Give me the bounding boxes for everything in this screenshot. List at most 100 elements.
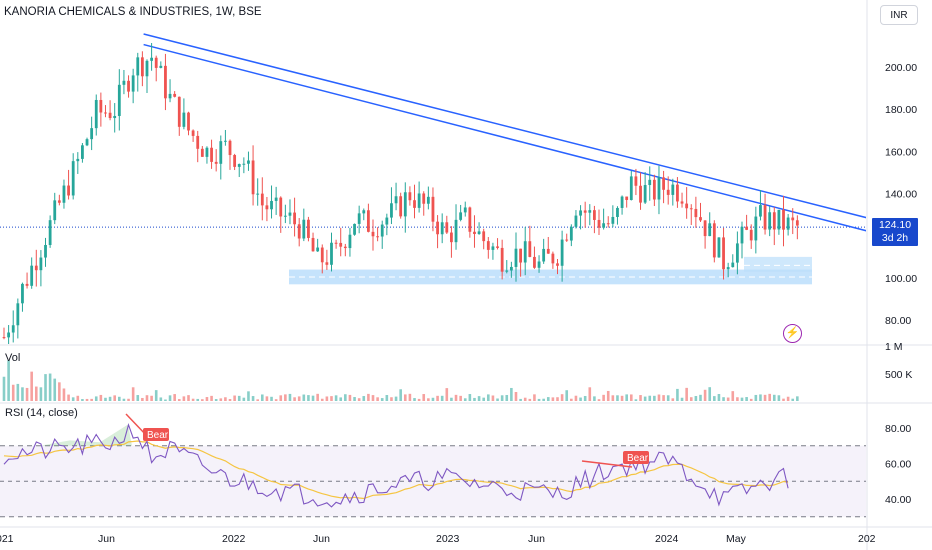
lightning-icon[interactable]: ⚡ <box>783 324 802 343</box>
candle-body <box>505 270 509 272</box>
volume-bar <box>643 396 647 401</box>
volume-bar <box>2 376 6 401</box>
candle-body <box>154 57 158 68</box>
candle-body <box>523 241 527 263</box>
volume-bar <box>777 395 781 401</box>
volume-bar <box>403 394 407 401</box>
candle-body <box>745 226 749 230</box>
volume-bar <box>224 397 227 401</box>
candle-body <box>533 256 536 268</box>
volume-bar <box>353 397 356 401</box>
candle-body <box>67 185 70 196</box>
bar-countdown: 3d 2h <box>881 231 909 244</box>
volume-bar <box>76 395 80 401</box>
candle-body <box>426 196 430 204</box>
candle-body <box>759 205 762 217</box>
volume-bar <box>685 387 688 401</box>
volume-bar <box>611 395 615 401</box>
candle-body <box>357 213 361 224</box>
volume-bar <box>177 399 181 401</box>
volume-bar <box>666 395 670 401</box>
candle-body <box>583 210 587 213</box>
volume-bar <box>606 390 610 401</box>
volume-bar <box>763 394 767 401</box>
candle-body <box>445 222 449 233</box>
volume-bar <box>786 396 790 401</box>
candle-body <box>44 244 47 258</box>
volume-bar <box>602 394 605 401</box>
volume-bar <box>131 387 135 401</box>
volume-bar <box>394 396 398 401</box>
volume-bar <box>127 398 130 401</box>
candle-body <box>699 217 702 221</box>
candle-body <box>689 208 693 210</box>
volume-bar <box>122 398 126 401</box>
currency-button[interactable]: INR <box>880 5 918 25</box>
trendline <box>143 33 866 219</box>
candle-body <box>509 266 513 271</box>
time-tick-label: 2024 <box>655 533 679 545</box>
time-tick-label: 202 <box>858 533 876 545</box>
candle-body <box>362 210 366 214</box>
chart-title: KANORIA CHEMICALS & INDUSTRIES, 1W, BSE <box>4 6 262 18</box>
candle-body <box>57 200 61 203</box>
volume-bar <box>256 399 259 401</box>
volume-bar <box>588 387 592 401</box>
volume-bar <box>371 395 375 401</box>
volume-bar <box>85 398 89 401</box>
volume-bar <box>320 398 324 401</box>
volume-bar <box>422 394 426 401</box>
candle-body <box>316 247 320 252</box>
volume-bar <box>150 395 153 401</box>
candle-body <box>233 155 237 167</box>
candle-body <box>380 224 384 237</box>
rsi-tick-label: 80.00 <box>885 423 911 435</box>
candle-body <box>551 253 555 264</box>
candle-body <box>537 261 541 268</box>
volume-bar <box>427 398 430 401</box>
candle-body <box>593 210 596 220</box>
volume-bar <box>533 394 536 401</box>
volume-bar <box>334 395 338 401</box>
volume-bar <box>634 399 638 401</box>
volume-bar <box>118 396 121 401</box>
candle-body <box>334 242 338 244</box>
candle-body <box>671 184 675 195</box>
volume-bar <box>58 382 61 401</box>
candle-body <box>408 192 412 201</box>
volume-bar <box>284 394 287 401</box>
volume-bar <box>440 395 444 401</box>
volume-bar <box>90 398 93 401</box>
candle-body <box>565 239 569 241</box>
volume-bar <box>630 394 633 401</box>
volume-bar <box>344 394 347 401</box>
candle-body <box>440 222 444 235</box>
candle-body <box>131 75 135 92</box>
volume-bar <box>205 397 209 401</box>
candle-body <box>394 196 398 204</box>
candle-body <box>348 234 352 249</box>
candle-body <box>205 147 209 157</box>
volume-bar <box>228 399 232 401</box>
volume-tick-label: 500 K <box>885 369 912 381</box>
candle-body <box>768 212 772 230</box>
candle-body <box>602 223 606 228</box>
volume-bar <box>219 398 223 401</box>
volume-bar <box>546 397 550 401</box>
volume-bar <box>302 394 306 401</box>
candle-body <box>588 210 592 213</box>
price-pane[interactable] <box>0 33 887 346</box>
trendline <box>143 43 866 232</box>
volume-bar <box>307 395 310 401</box>
candle-body <box>173 93 177 97</box>
volume-bar <box>496 398 499 401</box>
candle-body <box>459 212 463 220</box>
volume-bar <box>593 396 596 401</box>
volume-bar <box>445 388 449 401</box>
candle-body <box>140 57 144 77</box>
volume-bar <box>251 396 255 401</box>
candle-body <box>579 210 582 216</box>
volume-bar <box>408 393 412 401</box>
volume-bar <box>94 396 98 401</box>
